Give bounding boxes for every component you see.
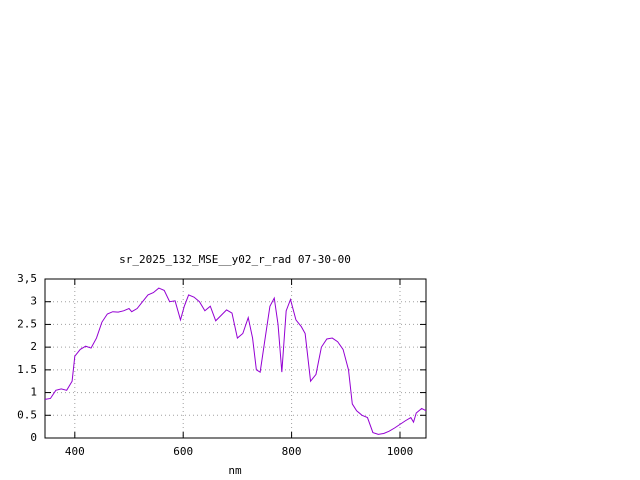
y-tick-label: 1 <box>30 386 37 399</box>
y-tick-label: 2 <box>30 340 37 353</box>
plot-border <box>44 278 427 439</box>
y-tick-label: 3 <box>30 295 37 308</box>
x-tick-label: 1000 <box>387 445 414 458</box>
y-tick-label: 0.5 <box>17 408 37 421</box>
y-tick-label: 3,5 <box>17 272 37 285</box>
y-tick-label: 0 <box>30 431 37 444</box>
x-axis-label: nm <box>228 464 242 477</box>
data-line <box>44 287 427 435</box>
x-tick-label: 400 <box>65 445 85 458</box>
y-tick-label: 2.5 <box>17 317 37 330</box>
chart-title: sr_2025_132_MSE__y02_r_rad 07-30-00 <box>119 253 351 266</box>
x-tick-label: 600 <box>173 445 193 458</box>
y-tick-label: 1.5 <box>17 363 37 376</box>
x-tick-label: 800 <box>282 445 302 458</box>
